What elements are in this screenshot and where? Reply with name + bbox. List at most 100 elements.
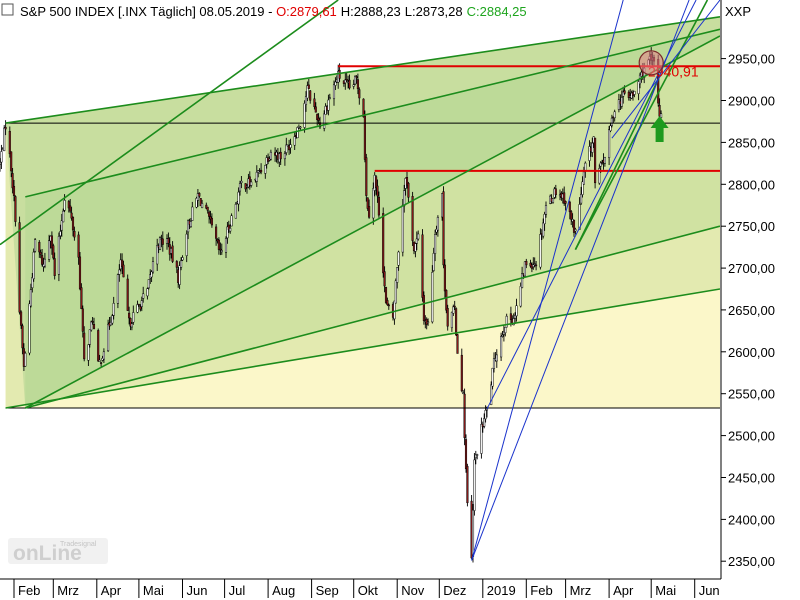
y-tick-label: 2700,00 — [728, 261, 775, 276]
candle-body — [580, 193, 583, 204]
x-tick-label: 2019 — [487, 583, 516, 598]
candle-body — [309, 90, 312, 101]
y-tick-label: 2500,00 — [728, 429, 775, 444]
candle-body — [59, 231, 62, 237]
candle-body — [314, 106, 317, 113]
candle-body — [544, 205, 548, 215]
candle-body — [100, 362, 103, 364]
candle-body — [474, 454, 477, 459]
candle-body — [434, 234, 437, 254]
candle-body — [238, 183, 242, 192]
price-series — [0, 47, 663, 563]
logo-badge — [8, 538, 108, 564]
x-tick-label: Aug — [272, 583, 295, 598]
candle-body — [515, 305, 518, 317]
y-tick-label: 2350,00 — [728, 554, 775, 569]
candle-body — [41, 255, 44, 265]
candle-body — [18, 222, 21, 313]
candle-body — [217, 239, 220, 250]
chart-checkbox[interactable] — [1, 3, 14, 16]
candle-body — [48, 240, 51, 260]
candle-body — [446, 308, 449, 327]
candle-body — [307, 84, 310, 89]
candle-body — [70, 212, 73, 219]
candle-body — [432, 253, 435, 271]
channel-bands — [5, 16, 720, 408]
candle-body — [588, 146, 591, 161]
candle-body — [442, 191, 445, 266]
y-tick-label: 2600,00 — [728, 345, 775, 360]
candle-body — [405, 177, 409, 186]
candle-body — [201, 203, 204, 209]
candle-body — [455, 308, 458, 336]
y-tick-label: 2800,00 — [728, 177, 775, 192]
blue-trendline[interactable] — [471, 0, 624, 561]
candle-body — [98, 359, 101, 362]
y-tick-label: 2450,00 — [728, 471, 775, 486]
candle-body — [137, 304, 140, 306]
candle-body — [393, 300, 396, 320]
y-tick-label: 2650,00 — [728, 303, 775, 318]
candle-body — [377, 196, 380, 216]
blue-trendline[interactable] — [471, 0, 690, 561]
candle-body — [43, 258, 46, 267]
candle-body — [535, 264, 538, 267]
green-trendline[interactable] — [0, 0, 339, 246]
green-trendline[interactable] — [5, 288, 720, 409]
candle-body — [313, 98, 316, 107]
candle-body — [316, 114, 319, 120]
candle-body — [375, 176, 378, 189]
candle-body — [495, 354, 498, 362]
green-trendline[interactable] — [574, 79, 659, 250]
green-trendline[interactable] — [25, 225, 720, 409]
high-value: H:2888,23 — [341, 4, 401, 19]
candle-body — [348, 79, 351, 89]
green-trendline[interactable] — [24, 35, 720, 409]
candle-body — [599, 162, 602, 167]
candle-body — [67, 201, 70, 209]
candle-body — [500, 336, 503, 358]
candle-body — [582, 171, 585, 185]
green-trendline[interactable] — [574, 0, 709, 250]
candle-body — [401, 204, 404, 253]
candle-body — [147, 279, 150, 289]
candle-body — [4, 126, 7, 130]
y-tick-label: 2550,00 — [728, 387, 775, 402]
candle-body — [462, 392, 465, 395]
candle-body — [215, 226, 218, 239]
candle-body — [73, 230, 76, 238]
candle-body — [268, 158, 271, 161]
y-tick-label: 2950,00 — [728, 52, 775, 67]
x-tick-label: Feb — [530, 583, 552, 598]
inner-channel-band — [25, 29, 720, 408]
candle-body — [578, 204, 581, 230]
candle-body — [50, 235, 53, 249]
candle-body — [617, 99, 620, 110]
candle-body — [358, 89, 361, 99]
candle-body — [198, 192, 201, 197]
candle-body — [501, 334, 504, 337]
logo-brand: onLine — [13, 542, 82, 565]
candle-body — [407, 183, 410, 198]
candle-body — [464, 439, 468, 470]
candle-body — [491, 367, 494, 387]
candle-body — [195, 198, 198, 208]
green-trendline[interactable] — [5, 16, 720, 124]
candle-body — [603, 156, 606, 164]
candle-body — [476, 454, 479, 456]
candle-body — [355, 76, 358, 78]
candle-body — [383, 271, 386, 287]
candle-body — [109, 321, 112, 326]
candle-body — [445, 290, 448, 311]
candle-body — [568, 201, 571, 213]
candle-body — [627, 91, 630, 98]
candle-body — [363, 115, 366, 160]
candle-body — [255, 171, 258, 182]
green-trendline[interactable] — [25, 28, 720, 198]
candle-body — [208, 211, 211, 217]
candle-body — [471, 509, 475, 557]
candle-body — [28, 303, 31, 354]
blue-trendline[interactable] — [611, 0, 720, 139]
candle-body — [382, 213, 385, 274]
